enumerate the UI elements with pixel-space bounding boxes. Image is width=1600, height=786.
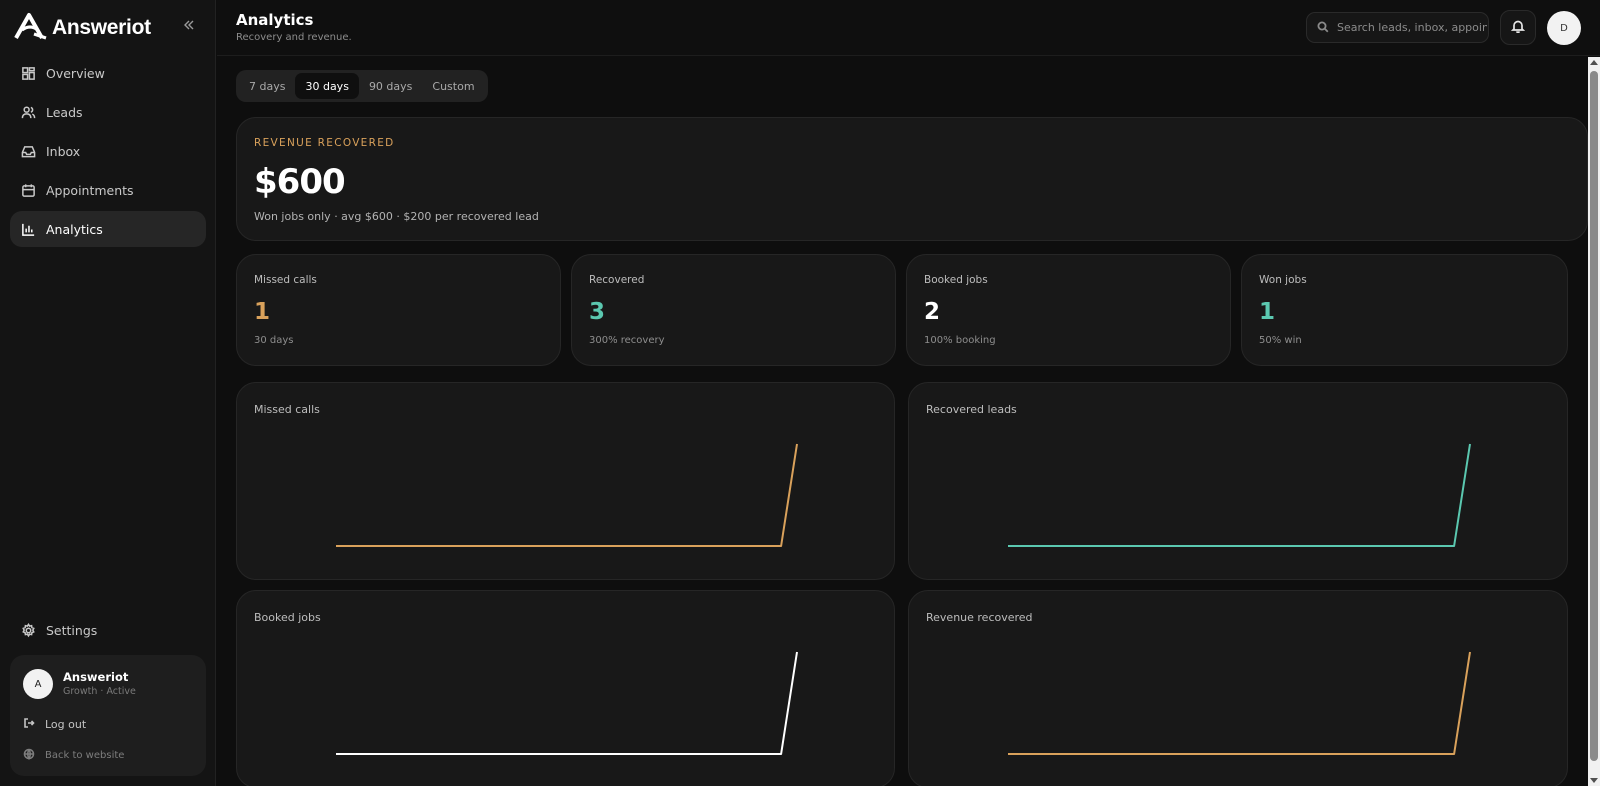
chart-title: Revenue recovered [926, 611, 1033, 624]
chart-card-recovered-leads: Recovered leads [908, 382, 1568, 580]
sidebar-item-appointments[interactable]: Appointments [10, 172, 206, 208]
sidebar-item-label: Settings [46, 622, 98, 638]
scroll-up-arrow-icon[interactable] [1590, 60, 1598, 65]
sidebar-item-label: Inbox [46, 143, 81, 159]
chart-card-revenue-recovered: Revenue recovered [908, 590, 1568, 786]
globe-icon [23, 748, 35, 763]
stat-sub: 100% booking [924, 335, 996, 346]
search-box[interactable] [1306, 12, 1489, 43]
sidebar-item-analytics[interactable]: Analytics [10, 211, 206, 247]
sidebar-item-label: Appointments [46, 182, 134, 198]
back-to-website-label: Back to website [45, 750, 125, 761]
logout-link[interactable]: Log out [23, 717, 86, 732]
answeriot-logo-icon [14, 12, 48, 44]
user-avatar[interactable]: D [1547, 11, 1581, 45]
stat-label: Missed calls [254, 274, 317, 286]
account-name: Answeriot [63, 670, 129, 684]
inbox-icon [20, 143, 36, 159]
vertical-scrollbar[interactable] [1588, 57, 1600, 786]
missed-calls-chart [336, 443, 798, 547]
account-plan: Growth · Active [63, 686, 136, 697]
sidebar: Answeriot Overview Leads Inbox Appointme… [0, 0, 216, 786]
chart-title: Recovered leads [926, 403, 1017, 416]
stat-value: 1 [254, 299, 271, 325]
grid-icon [20, 65, 36, 81]
chart-title: Booked jobs [254, 611, 321, 624]
page-title: Analytics [236, 11, 314, 29]
account-card: A Answeriot Growth · Active Log out Back… [10, 655, 206, 776]
stat-sub: 300% recovery [589, 335, 665, 346]
recovered-leads-chart [1008, 443, 1471, 547]
users-icon [20, 104, 36, 120]
sidebar-item-settings[interactable]: Settings [10, 612, 206, 648]
stat-value: 3 [589, 299, 606, 325]
date-range-tabs: 7 days 30 days 90 days Custom [236, 70, 488, 102]
back-to-website-link[interactable]: Back to website [23, 748, 124, 763]
hero-subtext: Won jobs only · avg $600 · $200 per reco… [254, 210, 539, 223]
tab-custom[interactable]: Custom [432, 79, 475, 93]
sidebar-item-label: Analytics [46, 221, 103, 237]
chart-title: Missed calls [254, 403, 320, 416]
chart-card-booked-jobs: Booked jobs [236, 590, 895, 786]
stat-label: Booked jobs [924, 274, 988, 286]
stat-label: Won jobs [1259, 274, 1307, 286]
sidebar-item-overview[interactable]: Overview [10, 55, 206, 91]
calendar-icon [20, 182, 36, 198]
stat-card-missed-calls: Missed calls 1 30 days [236, 254, 561, 366]
stat-sub: 50% win [1259, 335, 1302, 346]
hero-label: REVENUE RECOVERED [254, 137, 395, 149]
series-line [336, 651, 798, 755]
stat-label: Recovered [589, 274, 645, 286]
sidebar-item-inbox[interactable]: Inbox [10, 133, 206, 169]
sidebar-item-leads[interactable]: Leads [10, 94, 206, 130]
revenue-recovered-card: REVENUE RECOVERED $600 Won jobs only · a… [236, 117, 1588, 241]
scroll-down-arrow-icon[interactable] [1590, 778, 1598, 783]
page-subtitle: Recovery and revenue. [236, 32, 352, 43]
stat-value: 1 [1259, 299, 1276, 325]
logout-label: Log out [45, 718, 87, 731]
top-header: Analytics Recovery and revenue. D [217, 0, 1600, 56]
sidebar-nav: Overview Leads Inbox Appointments Analyt… [10, 55, 206, 250]
stat-card-booked-jobs: Booked jobs 2 100% booking [906, 254, 1231, 366]
notifications-button[interactable] [1500, 10, 1536, 45]
revenue-recovered-chart [1008, 651, 1471, 755]
series-line [1008, 443, 1471, 547]
double-chevron-left-icon[interactable] [180, 16, 198, 34]
bell-icon [1510, 18, 1526, 37]
logout-icon [23, 717, 35, 732]
booked-jobs-chart [336, 651, 798, 755]
stat-value: 2 [924, 299, 941, 325]
search-input[interactable] [1337, 21, 1487, 34]
brand-logo[interactable]: Answeriot [14, 12, 151, 44]
avatar[interactable]: A [23, 669, 53, 699]
stat-card-recovered: Recovered 3 300% recovery [571, 254, 896, 366]
chart-card-missed-calls: Missed calls [236, 382, 895, 580]
tab-90-days[interactable]: 90 days [368, 79, 413, 93]
hero-value: $600 [254, 162, 346, 202]
tab-7-days[interactable]: 7 days [249, 79, 286, 93]
series-line [1008, 651, 1471, 755]
gear-icon [20, 622, 36, 638]
scrollbar-thumb[interactable] [1590, 71, 1598, 761]
sidebar-settings: Settings [10, 612, 206, 651]
tab-30-days[interactable]: 30 days [295, 73, 359, 99]
brand-name: Answeriot [52, 16, 151, 39]
stat-card-won-jobs: Won jobs 1 50% win [1241, 254, 1568, 366]
search-icon [1317, 18, 1329, 37]
sidebar-item-label: Overview [46, 65, 105, 81]
series-line [336, 443, 798, 547]
stat-sub: 30 days [254, 335, 294, 346]
main-content: 7 days 30 days 90 days Custom REVENUE RE… [217, 57, 1588, 786]
bar-chart-icon [20, 221, 36, 237]
sidebar-item-label: Leads [46, 104, 83, 120]
